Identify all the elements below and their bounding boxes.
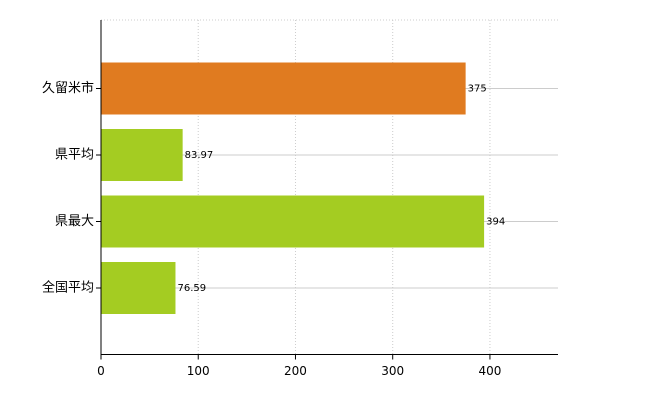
x-tick-label: 200 [284, 364, 307, 378]
bar [101, 129, 183, 181]
y-tick-label: 全国平均 [42, 280, 94, 296]
bar [101, 62, 466, 115]
x-tick-label: 300 [381, 364, 404, 378]
y-tick-label: 県最大 [55, 214, 94, 229]
bar [101, 195, 485, 248]
value-label: 375 [468, 84, 487, 95]
x-tick-label: 0 [97, 364, 105, 378]
y-tick-label: 県平均 [55, 148, 94, 163]
x-tick-label: 400 [478, 364, 501, 378]
value-label: 394 [486, 217, 505, 228]
value-label: 83.97 [185, 150, 214, 161]
y-tick-label: 久留米市 [42, 80, 94, 96]
x-tick-label: 100 [187, 364, 210, 378]
value-label: 76.59 [177, 283, 206, 294]
bar [101, 262, 176, 314]
